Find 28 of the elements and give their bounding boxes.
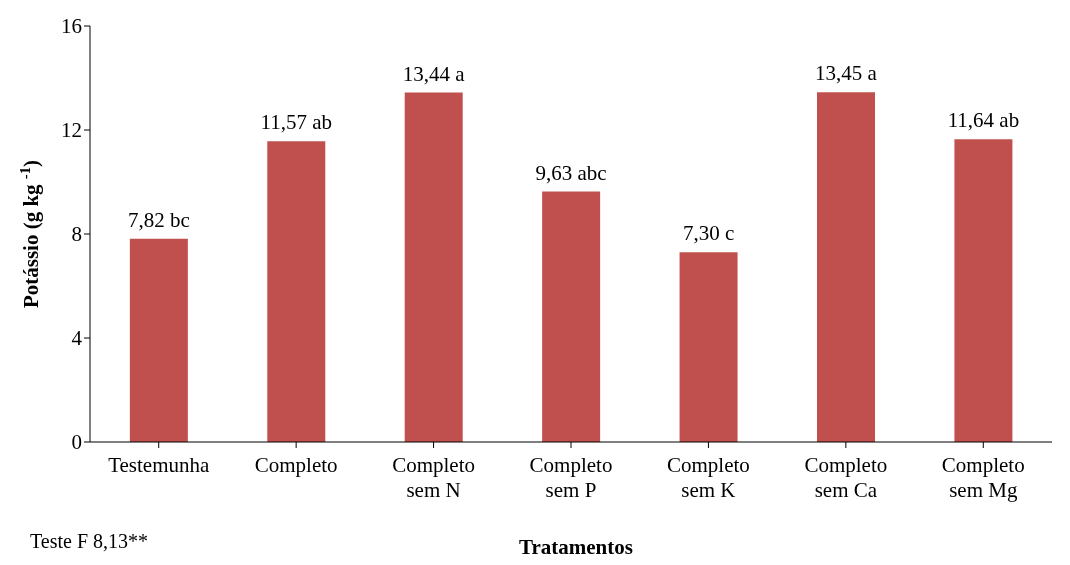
y-tick-label: 4 [71,326,83,351]
y-tick-label: 0 [71,430,82,455]
x-tick-label: Completo [254,453,338,477]
x-tick-label: Testemunha [108,453,210,477]
x-tick-label: Completo sem Ca [804,453,888,502]
data-label: 7,82 bc [127,207,190,232]
y-tick-label: 8 [71,222,82,247]
data-label: 13,45 a [815,61,878,86]
x-tick-label: Completo sem P [529,453,613,502]
data-label: 9,63 abc [535,160,607,185]
data-label: 7,30 c [682,221,735,246]
data-label: 11,64 ab [947,108,1020,133]
bar [129,238,188,442]
x-tick-label: Completo sem N [392,453,475,502]
y-tick-label: 12 [61,118,82,143]
x-tick-label: Completo sem Mg [941,453,1025,502]
x-axis-title: Tratamentos [519,535,633,559]
bar [817,92,875,442]
data-label: 11,57 ab [260,110,333,135]
bar [404,92,463,442]
bar [267,141,326,442]
y-tick-label: 16 [61,14,82,39]
bar [679,252,738,442]
bar [954,139,1013,442]
x-tick-label: Completo sem K [667,453,750,502]
text: Teste F 8,13** [30,530,149,553]
bar [542,191,601,442]
data-label: 13,44 a [402,61,466,86]
